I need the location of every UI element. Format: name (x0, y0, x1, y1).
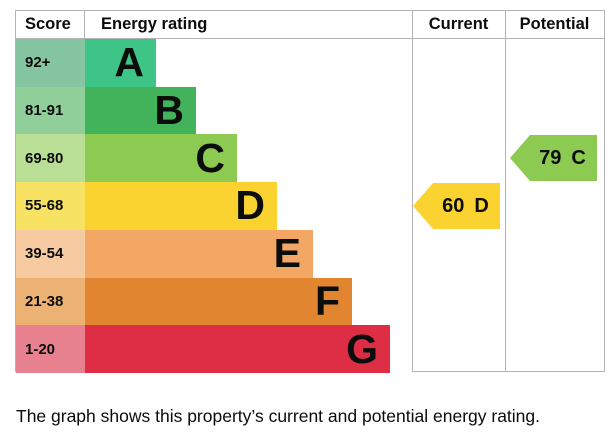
potential-rating-arrow: 79 C (510, 135, 597, 181)
band-score-cell: 1-20 (16, 325, 85, 373)
band-score-cell: 39-54 (16, 229, 85, 278)
caption: The graph shows this property’s current … (16, 406, 541, 426)
band-score-cell: 81-91 (16, 86, 85, 135)
band-bar: C (85, 134, 237, 183)
band-score-label: 81-91 (25, 102, 64, 120)
band-bar: B (85, 86, 196, 135)
potential-rating-value: 79 (539, 146, 562, 169)
table-bottom-border (412, 371, 604, 372)
band-score-cell: 69-80 (16, 134, 85, 183)
band-score-cell: 21-38 (16, 277, 85, 326)
band-bar: E (85, 229, 313, 278)
band-row-b: 81-91 B (16, 86, 604, 135)
current-column-divider (412, 11, 413, 372)
potential-column-divider (505, 11, 506, 372)
band-letter: C (195, 134, 225, 181)
band-score-label: 39-54 (25, 245, 64, 263)
current-rating-arrow: 60 D (413, 183, 500, 229)
current-rating-letter: D (474, 194, 489, 217)
band-score-label: 69-80 (25, 149, 64, 167)
potential-rating-letter: C (571, 146, 586, 169)
score-column-divider (84, 11, 85, 38)
band-score-label: 55-68 (25, 197, 64, 215)
band-row-d: 55-68 D (16, 182, 604, 230)
band-score-cell: 55-68 (16, 182, 85, 230)
table-header-row: Score Energy rating Current Potential (16, 11, 604, 39)
header-score-label: Score (25, 15, 71, 33)
band-row-e: 39-54 E (16, 229, 604, 278)
band-letter: G (346, 325, 378, 372)
band-bar: D (85, 182, 277, 230)
band-letter: D (235, 182, 265, 229)
header-energy-rating-label: Energy rating (101, 15, 208, 33)
header-current-label: Current (428, 15, 489, 33)
band-letter: B (154, 87, 184, 134)
band-score-label: 21-38 (25, 292, 64, 310)
band-score-label: 1-20 (25, 340, 56, 358)
band-bar: F (85, 277, 352, 326)
epc-rating-table: Score Energy rating Current Potential 92… (15, 10, 605, 373)
band-bar: G (85, 325, 390, 373)
band-bar: A (85, 39, 156, 87)
table-body: 92+ A 81-91 B 69-80 C 55-68 D 39-54 E 21… (16, 39, 604, 373)
band-score-cell: 92+ (16, 39, 85, 87)
band-letter: A (114, 39, 144, 86)
band-row-c: 69-80 C (16, 134, 604, 183)
current-rating-value: 60 (442, 194, 465, 217)
band-score-label: 92+ (25, 54, 51, 72)
header-potential-label: Potential (519, 15, 590, 33)
band-row-g: 1-20 G (16, 325, 604, 373)
band-letter: E (273, 230, 301, 277)
band-row-f: 21-38 F (16, 277, 604, 326)
band-letter: F (314, 277, 340, 324)
band-row-a: 92+ A (16, 39, 604, 87)
